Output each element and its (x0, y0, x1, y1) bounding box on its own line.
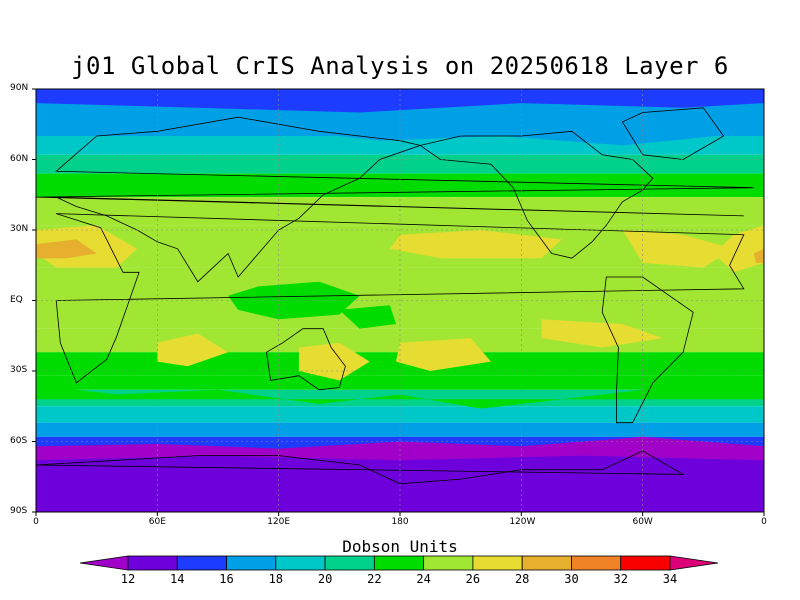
lat-label: 90S (10, 506, 28, 516)
pacific-green (339, 305, 396, 329)
colorbar-segment (472, 555, 523, 571)
coastline-path (621, 107, 725, 160)
colorbar-value: 12 (120, 572, 136, 586)
southern-green-wave (36, 385, 764, 409)
lat-label: 60N (10, 153, 29, 164)
colorbar-segment (620, 555, 671, 571)
lat-label: EQ (10, 294, 23, 305)
map-title: j01 Global CrIS Analysis on 20250618 Lay… (71, 52, 729, 80)
colorbar-value: 30 (564, 572, 579, 586)
colorbar-segment (324, 555, 375, 571)
lat-band (36, 375, 764, 390)
lat-band (36, 267, 764, 329)
colorbar-segment (521, 555, 572, 571)
lon-label: 0 (33, 517, 39, 527)
subtropical-high (396, 338, 491, 371)
lon-label: 60W (632, 517, 653, 527)
coastline-path (35, 116, 754, 283)
colorbar-segment (423, 555, 474, 571)
subtropical-high (541, 319, 663, 348)
ozone-features (36, 89, 764, 512)
colorbar-max-arrow (669, 555, 719, 571)
sahara-max (36, 239, 97, 259)
lon-label: 180 (391, 517, 409, 527)
colorbar-value: 28 (514, 572, 530, 586)
subtropical-high (622, 230, 734, 268)
atlantic-max (753, 248, 764, 263)
subtropical-high (389, 230, 562, 259)
colorbar-title: Dobson Units (342, 537, 458, 556)
maritime-green (228, 281, 360, 320)
colorbar-value: 16 (219, 572, 234, 586)
colorbar-segment (275, 555, 326, 571)
colorbar-segment (127, 555, 178, 571)
colorbar-value: 32 (613, 572, 628, 586)
coastline-path (35, 450, 685, 485)
grid-lines (36, 89, 764, 512)
lon-label: 120E (267, 517, 291, 527)
colorbar-min-arrow (79, 555, 129, 571)
coastline-path (266, 328, 346, 391)
lat-label: 90N (10, 83, 29, 93)
lon-label: 60E (148, 517, 166, 527)
axis-ticks (32, 88, 765, 516)
colorbar-value: 22 (367, 572, 382, 586)
colorbar-segment (226, 555, 277, 571)
colorbar-value: 26 (465, 572, 481, 586)
colorbar-segment (373, 555, 425, 571)
colorbar-segment (571, 555, 622, 571)
lat-label: 30S (10, 365, 28, 375)
coastline-path (419, 130, 654, 259)
lat-band (36, 352, 764, 376)
colorbar-value: 24 (416, 572, 431, 586)
subtropical-high (713, 225, 764, 273)
lon-label: 0 (761, 517, 767, 527)
lat-label: 60S (10, 435, 28, 446)
colorbar-value: 34 (662, 572, 678, 586)
colorbar-segment (176, 555, 227, 571)
colorbar-value: 14 (170, 572, 185, 586)
lat-label: 30N (10, 224, 29, 234)
lon-label: 120W (509, 517, 536, 527)
colorbar-value: 20 (317, 572, 333, 586)
subtropical-high (157, 333, 229, 367)
colorbar-value: 18 (268, 572, 284, 586)
